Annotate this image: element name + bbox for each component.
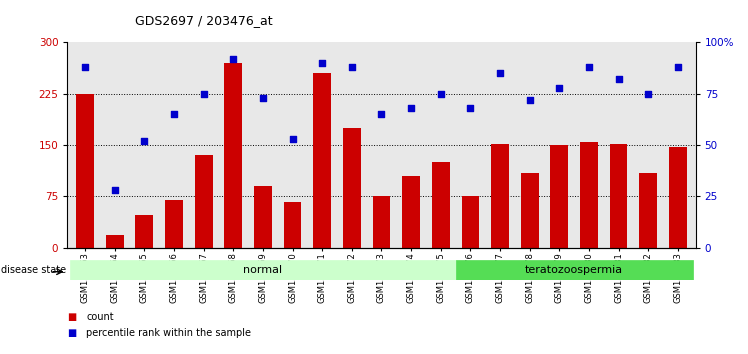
Bar <box>224 63 242 248</box>
Point <box>465 105 476 111</box>
Text: percentile rank within the sample: percentile rank within the sample <box>86 328 251 338</box>
Text: ■: ■ <box>67 328 76 338</box>
Point <box>405 105 417 111</box>
Point <box>583 64 595 70</box>
Bar <box>432 162 450 248</box>
Point <box>435 91 447 97</box>
Bar <box>313 73 331 248</box>
Point <box>494 70 506 76</box>
Bar <box>551 145 568 248</box>
Bar <box>640 172 657 248</box>
Bar <box>521 172 539 248</box>
Point <box>197 91 209 97</box>
Bar <box>462 196 479 248</box>
Point <box>138 138 150 144</box>
Point <box>613 76 625 82</box>
Point <box>257 95 269 101</box>
Point <box>79 64 91 70</box>
Bar <box>610 144 628 248</box>
Bar <box>106 235 123 248</box>
Point <box>286 136 298 142</box>
Point <box>316 60 328 66</box>
Text: ■: ■ <box>67 312 76 322</box>
Bar <box>456 260 693 280</box>
Point <box>554 85 565 91</box>
Bar <box>373 196 390 248</box>
Bar <box>254 186 272 248</box>
Text: teratozoospermia: teratozoospermia <box>525 265 623 275</box>
Point <box>524 97 536 103</box>
Point <box>672 64 684 70</box>
Bar <box>580 142 598 248</box>
Bar <box>135 215 153 248</box>
Text: count: count <box>86 312 114 322</box>
Bar <box>70 260 456 280</box>
Bar <box>76 94 94 248</box>
Point <box>643 91 654 97</box>
Bar <box>669 147 687 248</box>
Bar <box>343 128 361 248</box>
Point <box>108 188 120 193</box>
Bar <box>491 144 509 248</box>
Text: disease state: disease state <box>1 265 66 275</box>
Point <box>168 112 180 117</box>
Bar <box>402 176 420 248</box>
Bar <box>194 155 212 248</box>
Point <box>375 112 387 117</box>
Text: normal: normal <box>243 265 283 275</box>
Text: GDS2697 / 203476_at: GDS2697 / 203476_at <box>135 14 272 27</box>
Bar <box>165 200 183 248</box>
Bar <box>283 202 301 248</box>
Point <box>346 64 358 70</box>
Point <box>227 56 239 62</box>
